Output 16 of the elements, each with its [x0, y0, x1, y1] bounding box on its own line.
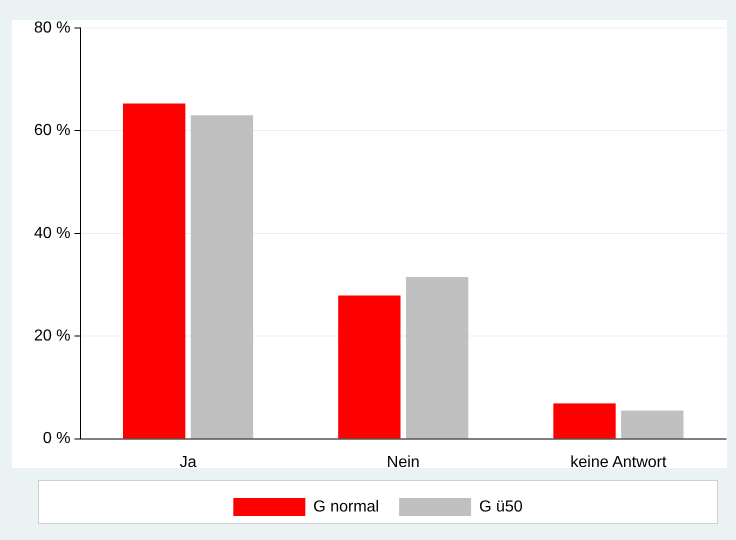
- y-tick-label: 60 %: [34, 122, 70, 140]
- y-tick-label: 0 %: [42, 430, 70, 448]
- bar: [190, 115, 254, 438]
- x-tick-label: Nein: [386, 454, 420, 471]
- legend-label: G normal: [313, 498, 380, 516]
- bar: [406, 277, 468, 438]
- y-tick-label: 80 %: [34, 19, 70, 36]
- bar: [621, 410, 684, 438]
- y-tick-label: 20 %: [34, 328, 70, 345]
- legend-label: G ü50: [479, 498, 523, 516]
- bar: [338, 296, 401, 438]
- x-tick-label: keine Antwort: [570, 454, 667, 471]
- bar: [553, 403, 616, 438]
- y-tick-label: 40 %: [34, 224, 70, 242]
- bar: [122, 103, 186, 438]
- x-tick-label: Ja: [180, 454, 197, 471]
